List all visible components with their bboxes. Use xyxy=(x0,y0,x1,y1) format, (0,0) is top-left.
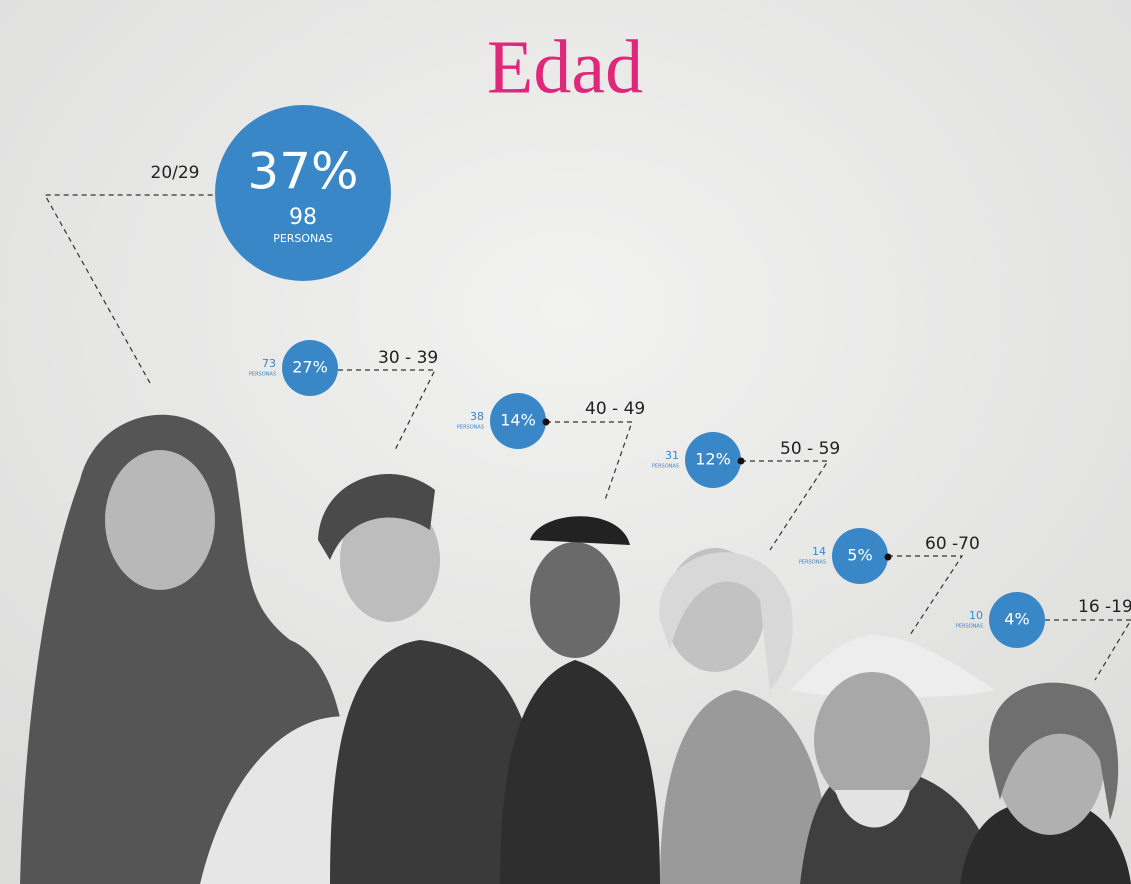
percent: 14% xyxy=(500,411,536,430)
age-groups: 20/29 37% 98 PERSONAS 30 - 39 27% 73 PERSONAS 40… xyxy=(43,105,1131,681)
unit: PERSONAS xyxy=(457,425,484,431)
age-range: 20/29 xyxy=(151,163,200,183)
age-range: 60 -70 xyxy=(925,534,980,554)
unit: PERSONAS xyxy=(652,464,679,470)
age-range: 50 - 59 xyxy=(780,439,840,459)
connector-line xyxy=(546,421,633,501)
title: Edad xyxy=(487,25,643,109)
percent-circle xyxy=(832,528,888,584)
percent: 4% xyxy=(1004,610,1029,629)
percent-circle xyxy=(215,105,391,281)
count: 10 xyxy=(969,609,983,622)
unit: PERSONAS xyxy=(249,372,276,378)
percent-circle xyxy=(989,592,1045,648)
unit: PERSONAS xyxy=(956,624,983,630)
percent: 37% xyxy=(247,143,358,201)
percent-circle xyxy=(685,432,741,488)
people xyxy=(20,414,1131,884)
age-range: 16 -19 xyxy=(1078,597,1131,617)
percent-circle xyxy=(490,393,546,449)
count: 98 xyxy=(289,205,317,230)
connector-dot xyxy=(884,553,892,561)
connector-line xyxy=(888,555,964,636)
connector-line xyxy=(741,460,830,551)
unit: PERSONAS xyxy=(799,560,826,566)
age-range: 30 - 39 xyxy=(378,348,438,368)
percent-circle xyxy=(282,340,338,396)
count: 73 xyxy=(262,357,276,370)
count: 38 xyxy=(470,410,484,423)
connector-dot xyxy=(737,457,745,465)
percent: 27% xyxy=(292,358,328,377)
count: 31 xyxy=(665,449,679,462)
connector-line xyxy=(338,369,436,451)
unit: PERSONAS xyxy=(273,232,333,245)
connector-dot xyxy=(542,418,550,426)
connector-line xyxy=(43,194,215,384)
age-range: 40 - 49 xyxy=(585,399,645,419)
percent: 5% xyxy=(847,546,872,565)
count: 14 xyxy=(812,545,826,558)
connector-line xyxy=(1045,619,1131,681)
percent: 12% xyxy=(695,450,731,469)
